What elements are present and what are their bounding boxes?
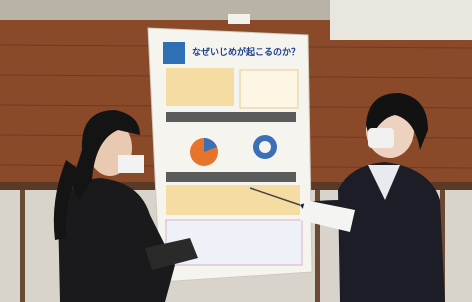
photo: なぜいじめが起こるのか？ xyxy=(0,0,472,302)
page: {"poster": {"title": "なぜいじめが起こるのか？"}} なぜ… xyxy=(0,0,472,302)
window xyxy=(330,0,472,40)
poster-title: なぜいじめが起こるのか？ xyxy=(192,46,300,58)
room-sign xyxy=(228,14,250,24)
